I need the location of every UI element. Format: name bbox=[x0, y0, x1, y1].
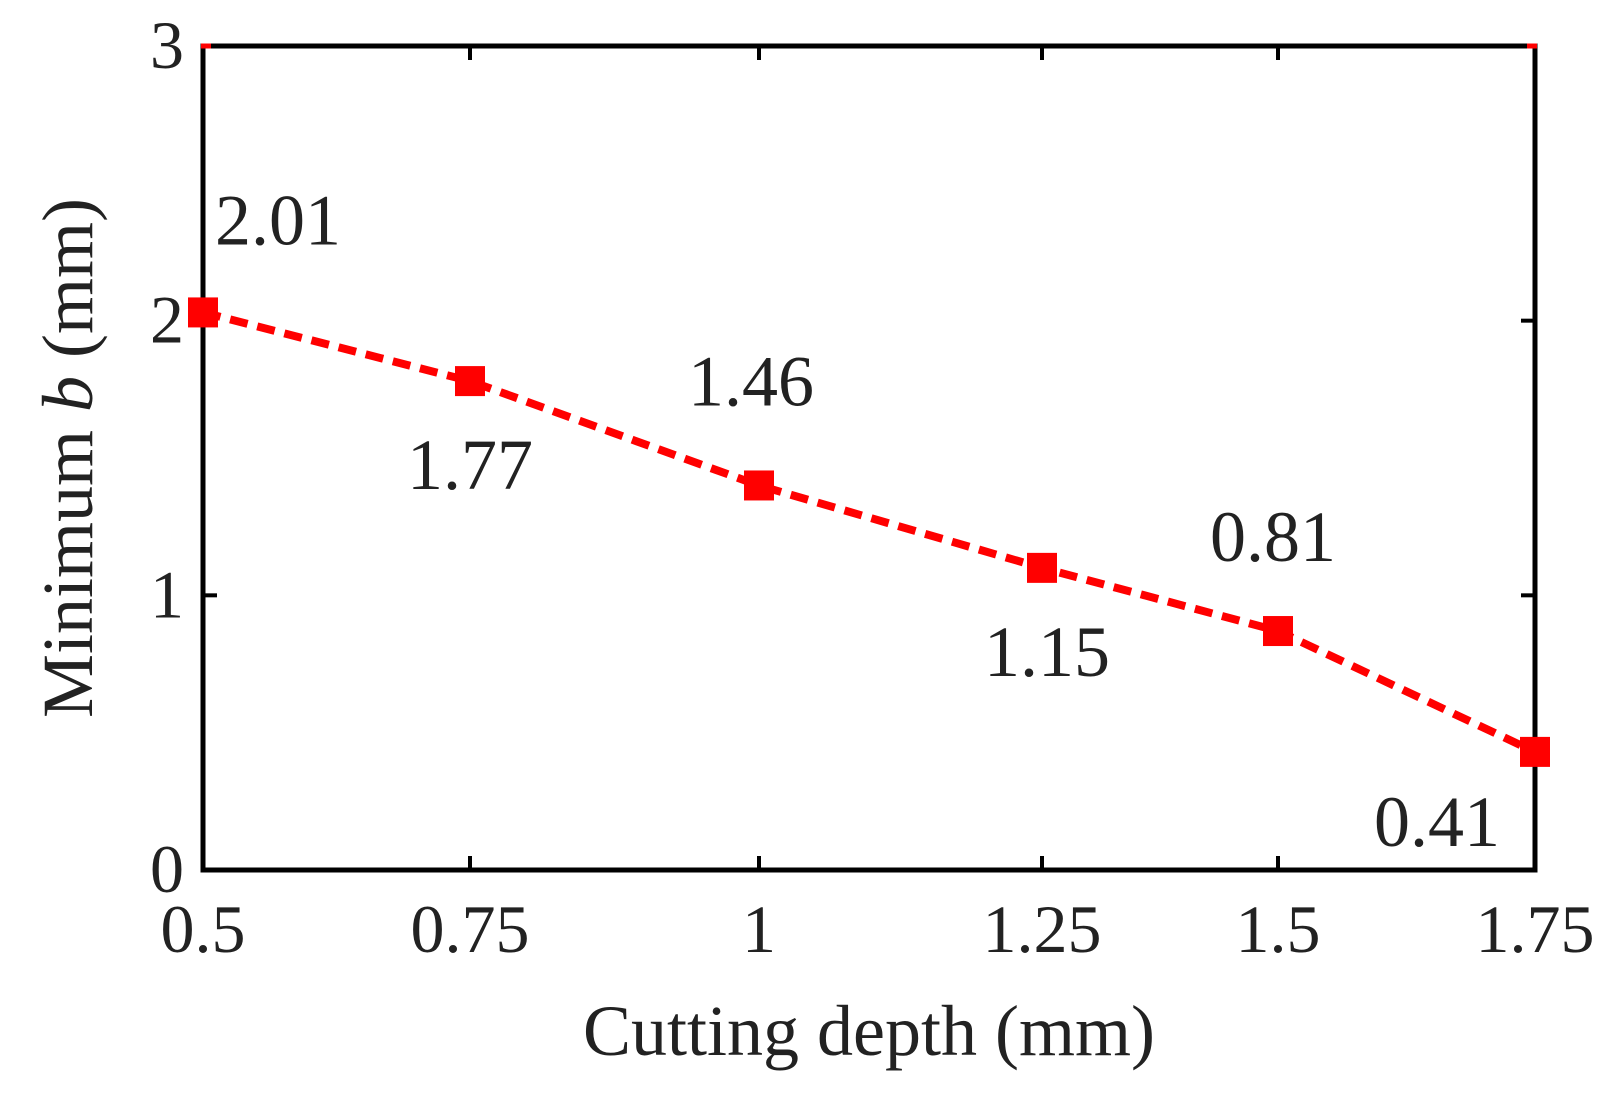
series-line bbox=[202, 308, 1537, 756]
y-axis-label-variable: b bbox=[28, 376, 108, 412]
data-label-1: 1.77 bbox=[407, 425, 533, 505]
x-tick-label: 1.5 bbox=[1236, 891, 1321, 967]
y-tick-label: 2 bbox=[150, 282, 184, 358]
x-tick-label: 1 bbox=[742, 891, 776, 967]
x-tick-label: 0.75 bbox=[411, 891, 530, 967]
y-axis-label: Minimum b (mm) bbox=[28, 198, 108, 718]
data-label-3: 1.15 bbox=[984, 612, 1110, 692]
y-axis-label-suffix: (mm) bbox=[28, 198, 108, 376]
data-point-3 bbox=[1027, 552, 1057, 583]
series-markers bbox=[188, 297, 1550, 767]
data-point-5 bbox=[1520, 736, 1550, 767]
data-label-0: 2.01 bbox=[215, 180, 341, 260]
y-tick-label: 1 bbox=[150, 556, 184, 632]
x-tick-label: 0.5 bbox=[161, 891, 246, 967]
y-axis-label-prefix: Minimum bbox=[28, 412, 108, 718]
y-axis-ticks bbox=[201, 43, 1537, 872]
y-tick-labels: 0 1 2 3 bbox=[150, 7, 184, 907]
x-tick-labels: 0.5 0.75 1 1.25 1.5 1.75 bbox=[161, 891, 1595, 967]
plot-frame bbox=[200, 43, 1538, 873]
data-label-5: 0.41 bbox=[1374, 782, 1500, 862]
y-tick-label: 0 bbox=[150, 831, 184, 907]
data-label-2: 1.46 bbox=[688, 341, 814, 421]
x-tick-label: 1.75 bbox=[1476, 891, 1595, 967]
data-point-0 bbox=[188, 297, 218, 328]
data-label-4: 0.81 bbox=[1210, 497, 1336, 577]
x-axis-label: Cutting depth (mm) bbox=[583, 991, 1155, 1071]
data-point-4 bbox=[1263, 616, 1293, 647]
data-labels: 2.01 1.77 1.46 1.15 0.81 0.41 bbox=[215, 180, 1500, 861]
data-point-1 bbox=[455, 366, 485, 397]
x-tick-label: 1.25 bbox=[983, 891, 1102, 967]
data-point-2 bbox=[744, 470, 774, 501]
y-tick-label: 3 bbox=[150, 7, 184, 83]
x-axis-ticks bbox=[201, 46, 1537, 870]
